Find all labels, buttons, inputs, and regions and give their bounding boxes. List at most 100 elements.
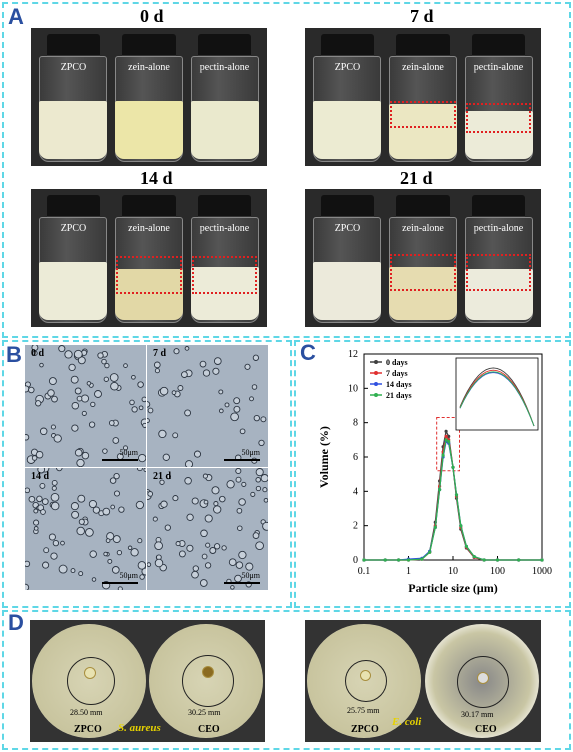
droplet (41, 498, 49, 505)
droplet (236, 507, 243, 514)
droplet (40, 509, 46, 515)
species-label-s-aureus: S. aureus (118, 722, 161, 734)
droplet (221, 545, 227, 551)
filter-disc (360, 670, 371, 681)
particles (25, 345, 146, 467)
droplet (159, 479, 165, 485)
droplet (199, 579, 208, 587)
series-point (362, 558, 366, 562)
droplet (48, 377, 57, 386)
droplet (107, 558, 113, 564)
series-point (454, 493, 459, 497)
droplet (260, 416, 267, 423)
droplet (152, 516, 158, 522)
droplet (25, 434, 30, 441)
legend-label: 21 days (386, 391, 412, 400)
droplet (56, 468, 63, 472)
droplet (262, 487, 268, 493)
series-point (459, 524, 463, 528)
droplet (235, 468, 242, 475)
droplet (191, 497, 199, 505)
vial-liquid (115, 100, 183, 160)
vial-label: ZPCO (60, 223, 87, 235)
droplet (172, 495, 179, 502)
series-point (383, 558, 387, 562)
legend-marker (374, 371, 378, 375)
particle-size-chart: 0.1 1 10 100 1000 0 2 4 6 8 10 12 Particle size (μm)… (317, 349, 552, 595)
inset-series-line (459, 371, 535, 427)
droplet (209, 547, 217, 554)
zone-diameter: 30.25 mm (188, 708, 221, 717)
droplet (127, 545, 133, 551)
series-point (428, 550, 432, 554)
droplet (130, 548, 139, 557)
droplet (51, 395, 58, 403)
vial-photo-0d: ZPCO zein-alone pectin-alone (31, 28, 267, 166)
y-axis-label: Volume (%) (317, 426, 331, 488)
series-point (444, 429, 448, 433)
droplet (158, 429, 167, 439)
filter-disc (202, 666, 214, 678)
droplet (28, 495, 36, 503)
droplet (101, 358, 107, 365)
vial-liquid (115, 269, 183, 321)
droplet (50, 424, 56, 430)
panel-a (2, 2, 571, 338)
droplet (202, 369, 211, 377)
droplet (245, 562, 254, 571)
droplet (192, 565, 199, 572)
droplet (258, 439, 265, 447)
y-tick-label: 6 (353, 452, 358, 463)
vial-label: zein-alone (402, 223, 444, 235)
series-point (433, 525, 437, 529)
scale-label: 50μm (241, 448, 260, 457)
zone-diameter: 30.17 mm (461, 710, 494, 719)
droplet (253, 414, 260, 422)
legend-label: 7 days (386, 369, 408, 378)
inhibition-zone (182, 655, 234, 707)
vial-cap (471, 34, 526, 58)
droplet (77, 494, 86, 503)
droplet (172, 432, 179, 439)
droplet (211, 486, 220, 495)
droplet (102, 507, 111, 516)
droplet (154, 368, 160, 374)
group-title-14d: 14 d (140, 168, 173, 188)
droplet (224, 402, 230, 408)
droplet (203, 499, 209, 505)
zone-diameter: 25.75 mm (347, 706, 380, 715)
droplet (76, 395, 83, 402)
vial: ZPCO (38, 195, 109, 323)
vial-cap (471, 195, 526, 219)
droplet (71, 424, 79, 432)
droplet (147, 418, 150, 424)
droplet (60, 540, 65, 546)
droplet (262, 521, 268, 531)
droplet (147, 562, 152, 567)
scale-bar (224, 582, 260, 584)
droplet (175, 541, 181, 547)
vial: zein-alone (388, 195, 459, 323)
droplet (139, 574, 145, 580)
vial-cap (396, 195, 450, 219)
vial-label: zein-alone (128, 223, 170, 235)
droplet (181, 371, 188, 378)
droplet (47, 389, 55, 397)
droplet (159, 386, 169, 396)
droplet (147, 407, 154, 414)
phase-separation-box (390, 100, 456, 128)
x-tick-label: 10 (448, 566, 458, 577)
droplet (162, 453, 170, 461)
vial-liquid (389, 104, 457, 160)
dish-photo-s-aureus: 28.50 mm ZPCO 30.25 mm CEO (30, 620, 265, 742)
droplet (137, 538, 143, 544)
droplet (51, 479, 58, 486)
droplet (25, 487, 31, 494)
droplet (178, 550, 186, 558)
droplet (160, 500, 168, 508)
vial: ZPCO (312, 195, 383, 323)
droplet (113, 490, 121, 497)
vial-cap (396, 34, 450, 58)
vial: ZPCO (312, 34, 383, 162)
droplet (105, 538, 111, 543)
